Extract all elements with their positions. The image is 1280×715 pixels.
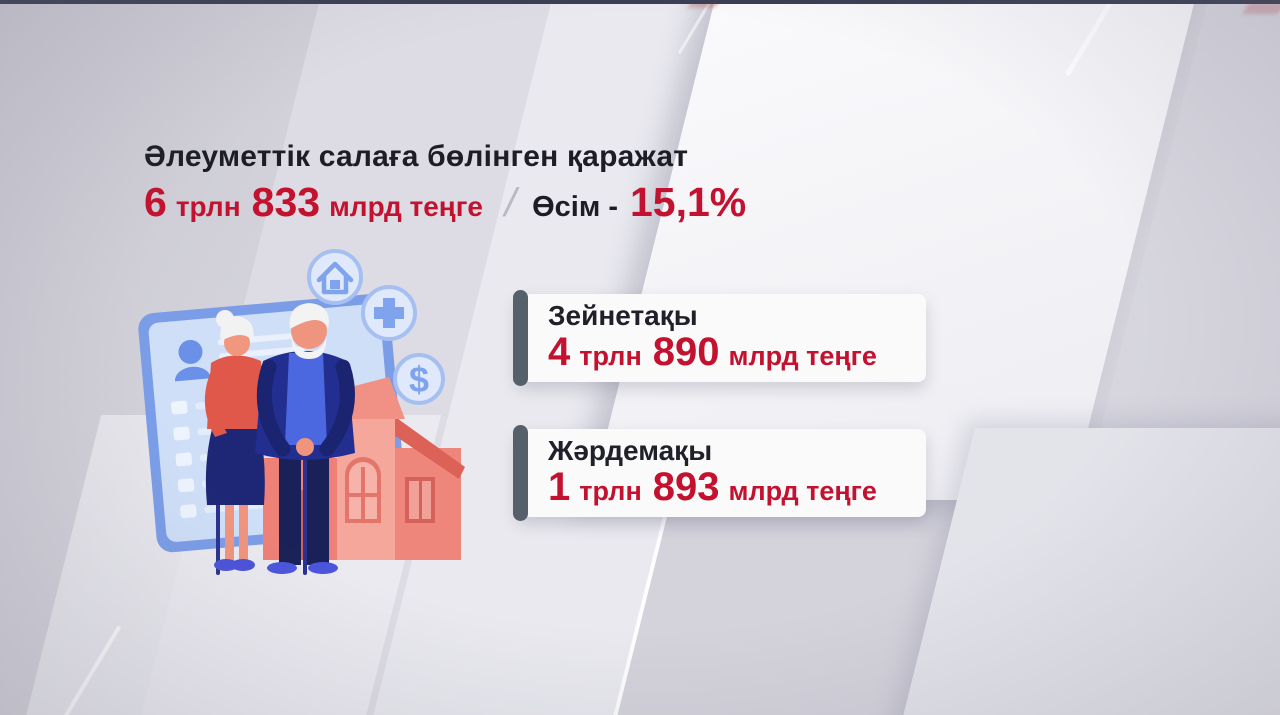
card-label: Жәрдемақы xyxy=(548,435,713,466)
amount-unit: млрд теңге xyxy=(728,476,877,507)
medical-cross-icon xyxy=(361,285,417,341)
elderly-man-illustration xyxy=(255,303,355,575)
amount-unit: трлн xyxy=(175,191,241,222)
page-title: Әлеуметтік салаға бөлінген қаражат xyxy=(144,140,689,173)
dollar-icon: $ xyxy=(393,353,445,405)
card-label: Зейнетақы xyxy=(548,300,698,331)
card-body: Зейнетақы 4 трлн 890 млрд теңге xyxy=(516,294,926,372)
growth-label: Өсім - xyxy=(532,191,618,223)
amount-unit: трлн xyxy=(579,476,642,507)
dollar-glyph: $ xyxy=(409,359,429,400)
card-amount: 1 трлн 893 млрд теңге xyxy=(548,467,926,507)
house-icon xyxy=(307,249,363,305)
top-edge-bar xyxy=(0,0,1280,4)
header: Әлеуметтік салаға бөлінген қаражат 6 трл… xyxy=(144,140,746,226)
amount-unit: млрд теңге xyxy=(329,191,483,222)
stat-card-benefit: Жәрдемақы 1 трлн 893 млрд теңге xyxy=(513,425,926,521)
total-amount: 6 трлн 833 млрд теңге xyxy=(144,182,483,223)
amount-number: 890 xyxy=(652,330,720,375)
amount-unit: млрд теңге xyxy=(728,341,877,372)
amount-number: 4 xyxy=(548,330,571,375)
card-body: Жәрдемақы 1 трлн 893 млрд теңге xyxy=(516,429,926,507)
elderly-woman-illustration xyxy=(204,310,267,575)
slash-divider: / xyxy=(500,181,521,225)
growth-value: 15,1% xyxy=(630,179,747,225)
card-accent-bar xyxy=(513,290,528,386)
amount-number: 893 xyxy=(652,465,720,510)
header-stats-line: 6 трлн 833 млрд теңге / Өсім - 15,1% xyxy=(144,181,746,226)
stat-card-pension: Зейнетақы 4 трлн 890 млрд теңге xyxy=(513,290,926,386)
card-amount: 4 трлн 890 млрд теңге xyxy=(548,332,926,372)
amount-number: 1 xyxy=(548,465,571,510)
card-accent-bar xyxy=(513,425,528,521)
amount-number: 833 xyxy=(251,179,321,225)
social-support-illustration: $ xyxy=(138,249,465,575)
amount-number: 6 xyxy=(144,179,167,225)
amount-unit: трлн xyxy=(579,341,642,372)
